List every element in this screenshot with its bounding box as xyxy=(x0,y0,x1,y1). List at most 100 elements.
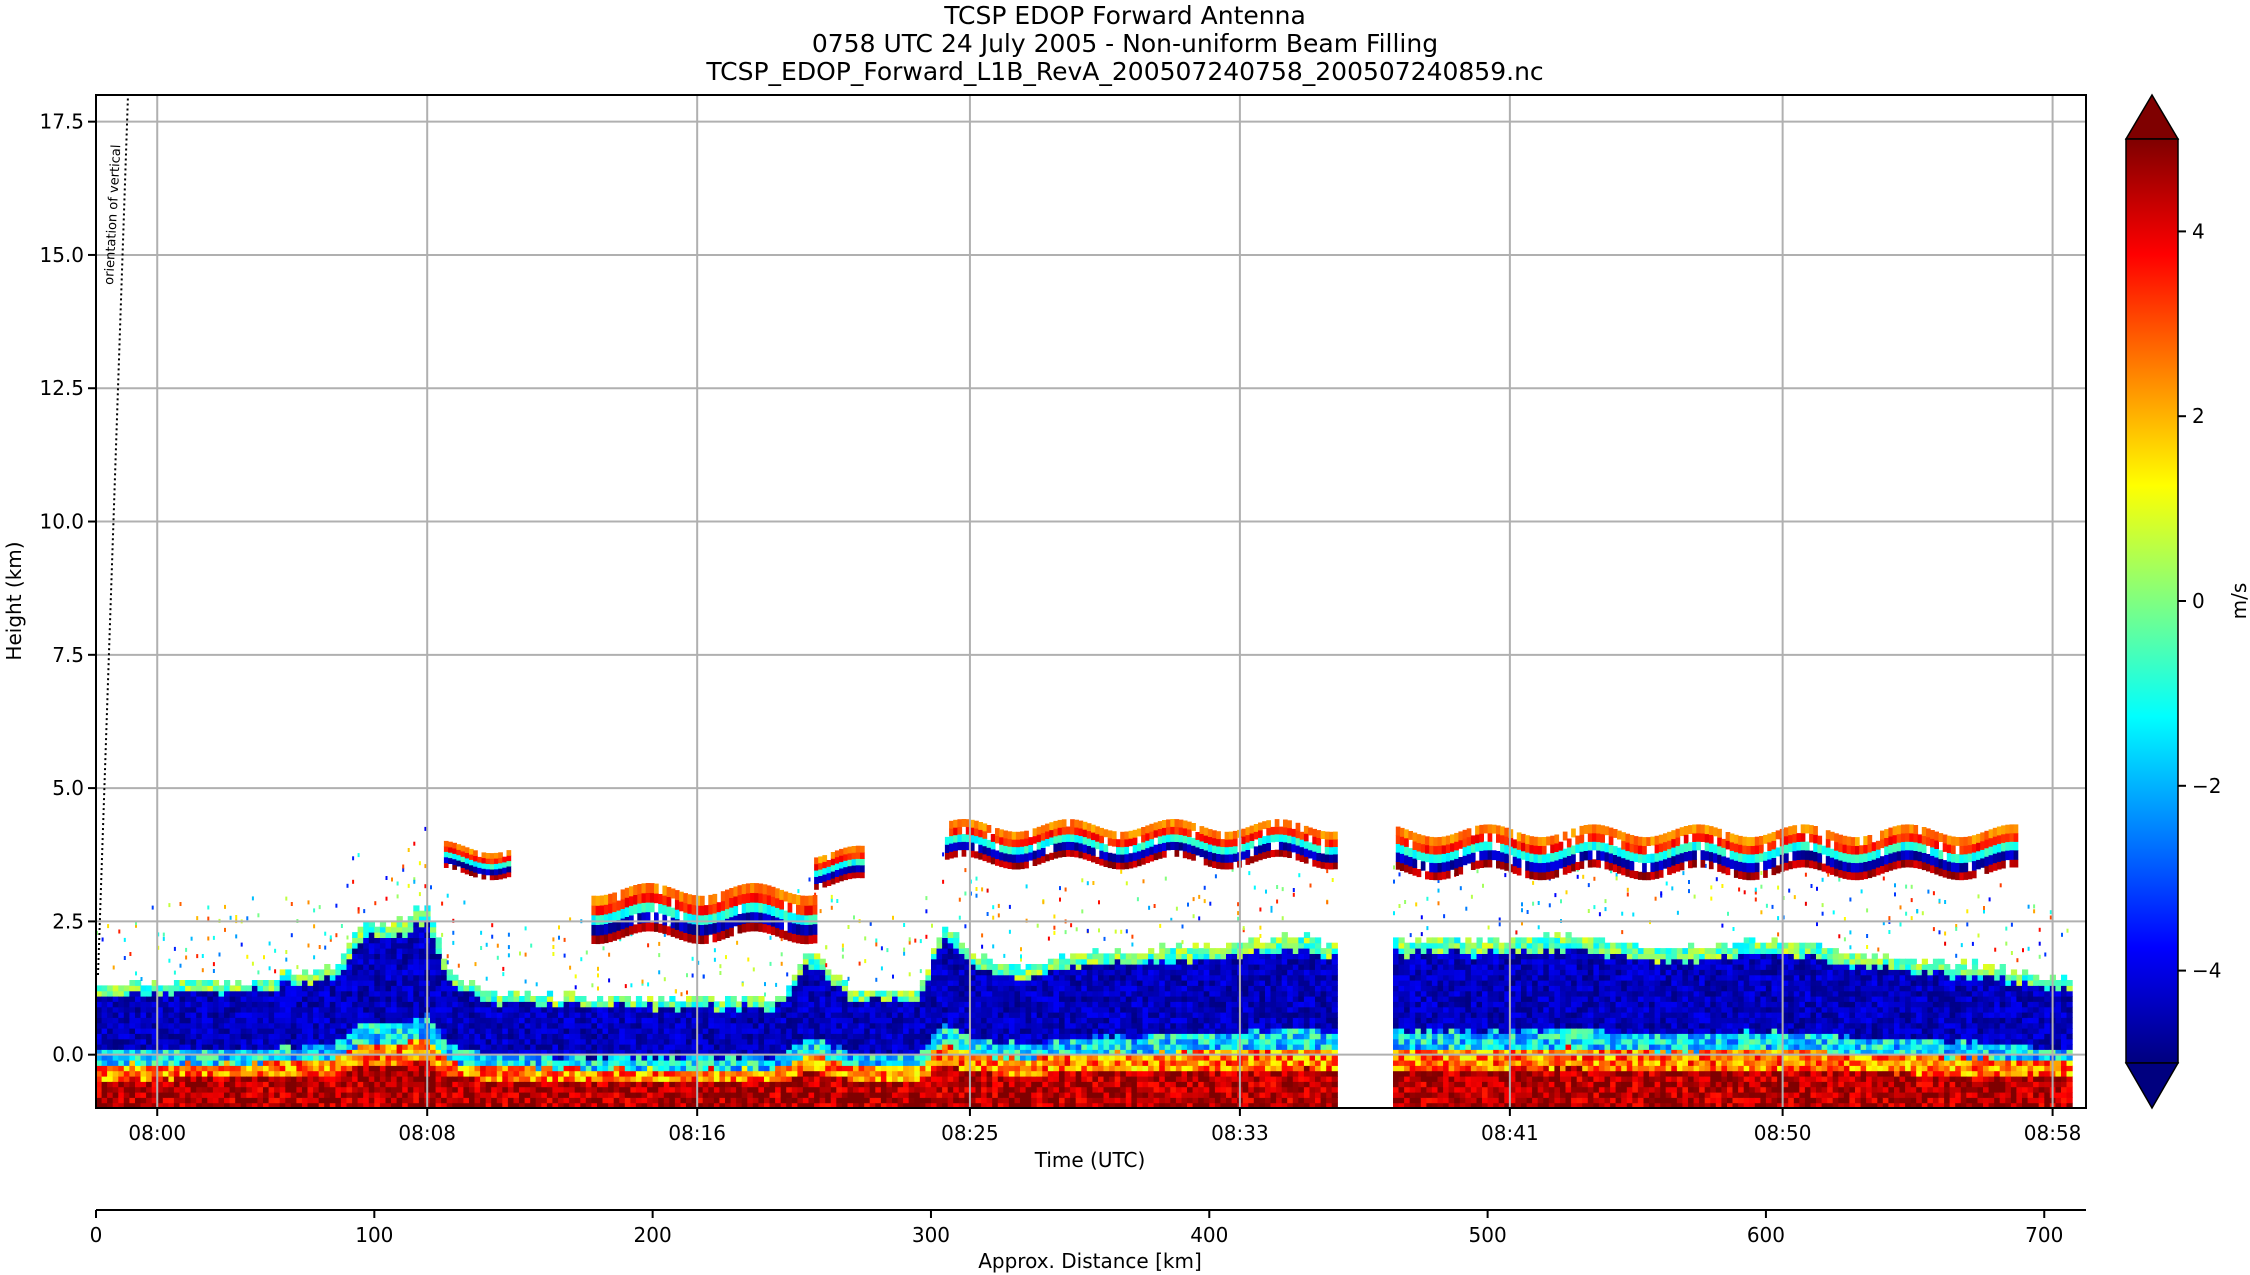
velocity-cell xyxy=(608,1001,615,1008)
velocity-cell xyxy=(942,1086,949,1093)
velocity-cell xyxy=(780,1001,787,1008)
velocity-cell xyxy=(363,1006,370,1013)
velocity-cell xyxy=(379,921,387,928)
velocity-cell xyxy=(569,1076,576,1082)
velocity-cell xyxy=(1003,964,1010,970)
velocity-speckle xyxy=(224,904,226,909)
velocity-cell xyxy=(430,964,437,970)
velocity-cell xyxy=(146,1038,153,1045)
velocity-cell xyxy=(1092,958,1099,965)
velocity-cell xyxy=(635,1012,643,1018)
velocity-cell xyxy=(613,1081,620,1088)
velocity-cell xyxy=(235,1012,242,1018)
velocity-cell xyxy=(1064,1012,1071,1018)
velocity-cell xyxy=(1036,1102,1043,1108)
velocity-cell xyxy=(318,1012,325,1018)
velocity-cell xyxy=(1053,1001,1060,1008)
velocity-cell xyxy=(502,1092,509,1098)
velocity-cell xyxy=(619,1076,626,1082)
velocity-cell xyxy=(747,1065,754,1072)
velocity-cell xyxy=(263,1054,270,1061)
velocity-cell xyxy=(118,1038,125,1045)
velocity-cell xyxy=(903,1070,910,1077)
velocity-cell xyxy=(151,1065,158,1072)
velocity-cell xyxy=(340,1092,348,1098)
velocity-cell xyxy=(1059,1092,1066,1098)
velocity-cell xyxy=(296,1006,303,1013)
velocity-cell xyxy=(480,1006,487,1013)
velocity-cell xyxy=(157,1049,164,1056)
velocity-cell xyxy=(1031,1033,1038,1040)
velocity-cell xyxy=(430,926,437,933)
velocity-cell xyxy=(674,1028,682,1034)
velocity-cell xyxy=(173,1076,181,1082)
velocity-cell xyxy=(942,937,949,944)
velocity-cell xyxy=(814,1033,821,1040)
velocity-speckle xyxy=(1059,886,1061,891)
velocity-cell xyxy=(285,985,292,992)
velocity-cell xyxy=(969,996,977,1002)
velocity-cell xyxy=(936,985,943,992)
velocity-cell xyxy=(992,1028,999,1034)
velocity-cell xyxy=(452,980,459,986)
velocity-cell xyxy=(680,1076,687,1082)
velocity-cell xyxy=(686,1028,693,1034)
velocity-cell xyxy=(452,1017,459,1024)
data-column xyxy=(513,990,520,1108)
velocity-cell xyxy=(324,1033,331,1040)
velocity-cell xyxy=(396,1076,403,1082)
velocity-cell xyxy=(802,1060,810,1066)
velocity-cell xyxy=(647,1054,654,1061)
velocity-cell xyxy=(563,1070,570,1077)
velocity-cell xyxy=(491,1028,498,1034)
velocity-cell xyxy=(1020,985,1027,992)
velocity-cell xyxy=(764,1065,771,1072)
velocity-cell xyxy=(441,1022,448,1029)
velocity-cell xyxy=(997,1065,1004,1072)
velocity-cell xyxy=(396,1022,403,1029)
velocity-cell xyxy=(697,1102,704,1108)
velocity-cell xyxy=(363,1086,370,1093)
velocity-cell xyxy=(597,1001,604,1008)
velocity-cell xyxy=(1070,1060,1077,1066)
data-column xyxy=(279,969,286,1108)
velocity-cell xyxy=(1036,985,1043,992)
velocity-cell xyxy=(574,1033,581,1040)
velocity-cell xyxy=(340,1022,348,1029)
velocity-cell xyxy=(263,990,270,997)
velocity-cell xyxy=(953,1092,960,1098)
velocity-cell xyxy=(463,1086,470,1093)
velocity-cell xyxy=(725,1017,732,1024)
velocity-cell xyxy=(914,1076,921,1082)
velocity-cell xyxy=(391,1102,398,1108)
velocity-cell xyxy=(836,980,843,986)
velocity-cell xyxy=(702,1065,709,1072)
velocity-cell xyxy=(764,1017,771,1024)
velocity-cell xyxy=(619,1065,626,1072)
velocity-speckle xyxy=(608,952,611,957)
velocity-cell xyxy=(240,1097,247,1104)
velocity-cell xyxy=(285,969,292,976)
velocity-cell xyxy=(769,1033,776,1040)
velocity-cell xyxy=(162,1038,169,1045)
velocity-cell xyxy=(619,1102,626,1108)
velocity-cell xyxy=(274,1065,281,1072)
velocity-cell xyxy=(385,996,392,1002)
velocity-cell xyxy=(285,1081,292,1088)
velocity-cell xyxy=(964,953,971,960)
velocity-cell xyxy=(608,1081,615,1088)
velocity-cell xyxy=(836,1086,843,1093)
velocity-cell xyxy=(463,1006,470,1013)
velocity-cell xyxy=(663,1017,670,1024)
velocity-cell xyxy=(1003,980,1010,986)
velocity-cell xyxy=(430,958,437,965)
velocity-speckle xyxy=(825,963,828,968)
velocity-cell xyxy=(346,996,353,1002)
velocity-cell xyxy=(864,1092,871,1098)
velocity-cell xyxy=(446,1022,453,1029)
velocity-speckle xyxy=(535,982,538,987)
velocity-cell xyxy=(764,1081,771,1088)
velocity-cell xyxy=(541,1065,548,1072)
velocity-cell xyxy=(307,1028,314,1034)
velocity-cell xyxy=(140,1028,147,1034)
